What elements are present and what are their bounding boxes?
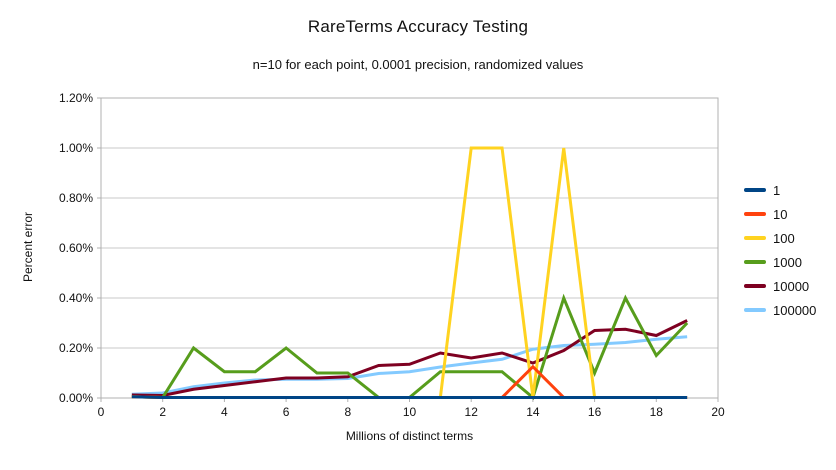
legend-label: 10000 — [773, 278, 810, 294]
svg-text:18: 18 — [650, 405, 664, 419]
legend-swatch — [744, 188, 766, 192]
svg-text:2: 2 — [159, 405, 166, 419]
svg-text:0: 0 — [98, 405, 105, 419]
x-axis-title: Millions of distinct terms — [345, 429, 474, 443]
legend-swatch — [744, 236, 766, 240]
legend-label: 1 — [773, 182, 781, 198]
legend: 1 10 100 1000 10000 100000 — [744, 178, 816, 322]
svg-text:10: 10 — [403, 405, 417, 419]
legend-swatch — [744, 308, 766, 312]
legend-label: 1000 — [773, 254, 802, 270]
legend-item: 100000 — [744, 298, 816, 322]
legend-swatch — [744, 284, 766, 288]
legend-swatch — [744, 212, 766, 216]
svg-text:6: 6 — [283, 405, 290, 419]
svg-text:0.20%: 0.20% — [59, 341, 93, 355]
chart-subtitle: n=10 for each point, 0.0001 precision, r… — [252, 57, 584, 72]
svg-text:16: 16 — [588, 405, 602, 419]
legend-swatch — [744, 260, 766, 264]
svg-text:0.40%: 0.40% — [59, 291, 93, 305]
y-axis-title: Percent error — [21, 211, 35, 283]
legend-label: 100 — [773, 230, 795, 246]
chart-title: RareTerms Accuracy Testing — [307, 17, 529, 36]
svg-text:14: 14 — [526, 405, 540, 419]
svg-text:0.60%: 0.60% — [59, 241, 93, 255]
svg-text:0.80%: 0.80% — [59, 191, 93, 205]
svg-text:8: 8 — [344, 405, 351, 419]
svg-text:12: 12 — [465, 405, 479, 419]
svg-text:1.00%: 1.00% — [59, 141, 93, 155]
legend-item: 1 — [744, 178, 816, 202]
legend-item: 1000 — [744, 250, 816, 274]
legend-label: 10 — [773, 206, 788, 222]
legend-item: 10 — [744, 202, 816, 226]
svg-text:0.00%: 0.00% — [59, 391, 93, 405]
svg-text:4: 4 — [221, 405, 228, 419]
legend-label: 100000 — [773, 302, 817, 318]
legend-item: 10000 — [744, 274, 816, 298]
legend-item: 100 — [744, 226, 816, 250]
svg-text:1.20%: 1.20% — [59, 91, 93, 105]
svg-text:20: 20 — [711, 405, 725, 419]
